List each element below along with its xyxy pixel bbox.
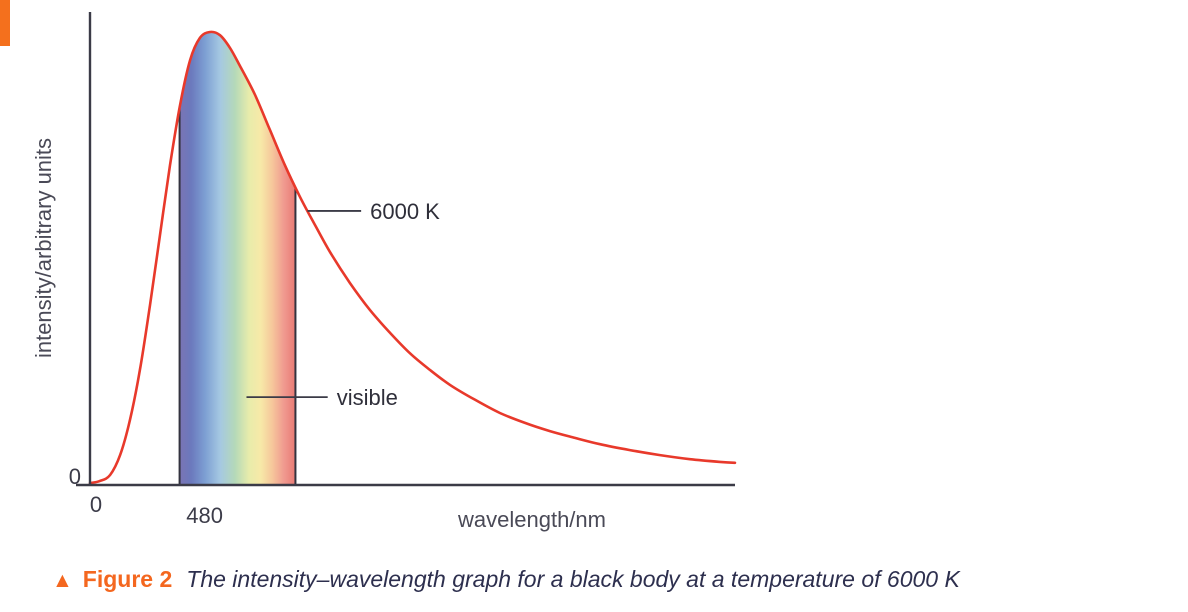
figure-caption: ▲ Figure 2 The intensity–wavelength grap… [52, 566, 1152, 593]
x-axis-title: wavelength/nm [457, 507, 606, 532]
visible-label: visible [337, 385, 398, 410]
blackbody-curve-6000k [88, 30, 737, 485]
blackbody-spectrum-chart: 0 0 480 wavelength/nm intensity/arbitrar… [31, 12, 737, 532]
caption-text: The intensity–wavelength graph for a bla… [186, 566, 960, 592]
annotations-group: 6000 K visible [246, 199, 440, 410]
page-corner-tab [0, 0, 10, 46]
y-axis-zero-label: 0 [69, 464, 81, 489]
x-tick-480-label: 480 [186, 503, 223, 528]
y-axis-title: intensity/arbitrary units [31, 138, 56, 358]
x-axis-zero-label: 0 [90, 492, 102, 517]
visible-spectrum-band [179, 31, 296, 485]
caption-triangle-icon: ▲ [52, 569, 73, 592]
figure-number: Figure 2 [82, 566, 173, 592]
temperature-label: 6000 K [370, 199, 440, 224]
